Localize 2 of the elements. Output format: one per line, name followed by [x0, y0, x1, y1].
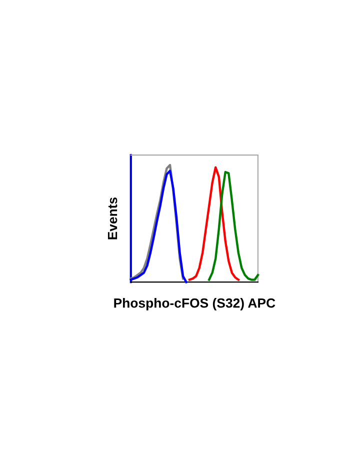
- y-axis-title: Events: [108, 197, 118, 240]
- x-axis-title: Phospho-cFOS (S32) APC: [114, 298, 276, 310]
